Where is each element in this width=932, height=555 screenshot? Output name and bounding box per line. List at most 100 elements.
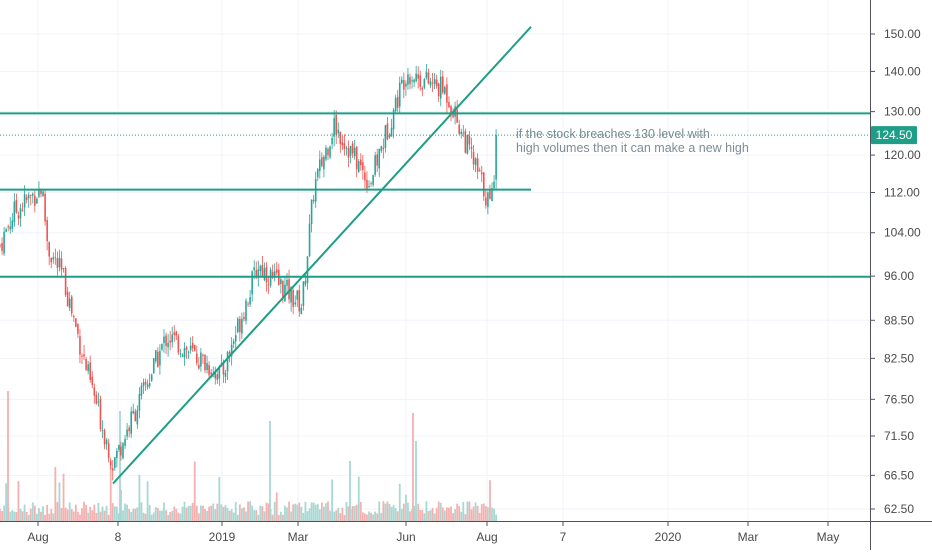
candle-body: [89, 362, 91, 380]
candle-body: [360, 159, 362, 166]
volume-bar: [392, 505, 395, 521]
volume-bar: [15, 511, 18, 521]
candle-body: [218, 365, 221, 379]
volume-bar: [284, 505, 286, 521]
volume-bar: [376, 513, 379, 521]
volume-bar: [97, 502, 100, 521]
candle-body: [66, 291, 69, 307]
candle-body: [378, 149, 381, 169]
candle-body: [175, 331, 178, 336]
volume-bar: [23, 504, 26, 521]
volume-bar: [183, 501, 186, 521]
candle-body: [187, 351, 190, 353]
volume-bar: [200, 505, 202, 521]
volume-bar: [27, 514, 30, 521]
candle-body: [429, 81, 432, 86]
candle-body: [173, 332, 176, 335]
candle-body: [263, 268, 266, 280]
volume-bar: [329, 510, 331, 521]
candle-body: [19, 208, 22, 219]
volume-bar: [249, 501, 251, 521]
volume-bar: [308, 508, 311, 521]
volume-bar: [5, 483, 8, 521]
volume-bar: [243, 507, 245, 521]
candle-body: [433, 78, 436, 85]
trend-line[interactable]: [112, 26, 532, 485]
volume-bar: [468, 501, 471, 521]
candle-body: [444, 87, 446, 94]
candle-body: [36, 198, 38, 204]
candle-body: [396, 96, 399, 108]
volume-bar: [115, 506, 118, 521]
candle-body: [493, 181, 495, 189]
last-price-badge: 124.50: [0, 126, 917, 145]
volume-bar: [210, 505, 213, 521]
volume-bar: [31, 502, 34, 521]
volume-bar: [462, 502, 465, 521]
candle-body: [134, 411, 137, 422]
candle-body: [251, 271, 253, 295]
candle-body: [0, 244, 1, 246]
volume-bar: [101, 506, 104, 521]
volume-bar: [119, 411, 121, 521]
candle-body: [368, 185, 370, 187]
annotation[interactable]: if the stock breaches 130 level with hig…: [516, 127, 749, 155]
volume-bar: [415, 441, 417, 521]
candle-body: [124, 439, 126, 446]
volume-bar: [491, 507, 493, 521]
volume-bar: [33, 505, 36, 521]
candle-body: [54, 257, 57, 259]
volume-bar: [95, 513, 98, 521]
candle-body: [427, 72, 430, 84]
candle-body: [142, 382, 145, 387]
candle-body: [144, 381, 147, 385]
volume-bar: [466, 501, 469, 521]
x-tick-label: Mar: [738, 530, 759, 544]
volume-bar: [411, 509, 413, 521]
volume-bar: [0, 508, 1, 521]
candle-body: [212, 375, 214, 377]
volume-bar: [17, 481, 20, 521]
volume-bar: [103, 510, 106, 521]
volume-bar: [48, 513, 51, 521]
volume-bar: [353, 506, 356, 521]
volume-bar: [58, 482, 61, 521]
volume-bar: [91, 510, 94, 521]
candle-body: [126, 429, 128, 437]
y-tick-label: 62.50: [884, 502, 914, 516]
drawings[interactable]: [0, 26, 870, 485]
candle-body: [312, 199, 315, 202]
volume-bar: [64, 507, 67, 521]
candle-body: [111, 468, 114, 471]
candle-body: [198, 364, 200, 369]
candle-body: [150, 374, 153, 381]
candle-body: [216, 374, 219, 380]
volume-bar: [144, 513, 147, 521]
y-tick-label: 82.50: [884, 351, 914, 365]
x-tick-label: 8: [115, 530, 122, 544]
candle-body: [485, 197, 487, 206]
candle-body: [42, 191, 44, 197]
volume-bar: [3, 505, 5, 521]
volume-bar: [218, 477, 221, 521]
volume-bar: [220, 504, 223, 521]
volume-bar: [202, 505, 204, 521]
price-axis-background[interactable]: [871, 0, 932, 521]
candle-body: [341, 142, 344, 146]
volume-bar: [40, 511, 42, 521]
candle-body: [75, 318, 77, 327]
candle-body: [407, 74, 409, 85]
volume-bar: [130, 511, 133, 521]
volume-bar: [331, 479, 333, 521]
candle-body: [275, 269, 278, 273]
candle-body: [331, 138, 333, 145]
volume-bar: [269, 421, 271, 521]
candle-body: [464, 131, 467, 153]
candle-body: [296, 290, 299, 300]
volume-bar: [300, 506, 303, 521]
time-axis-background[interactable]: [0, 522, 870, 550]
candle-body: [474, 158, 477, 165]
y-tick-label: 66.50: [884, 468, 914, 482]
